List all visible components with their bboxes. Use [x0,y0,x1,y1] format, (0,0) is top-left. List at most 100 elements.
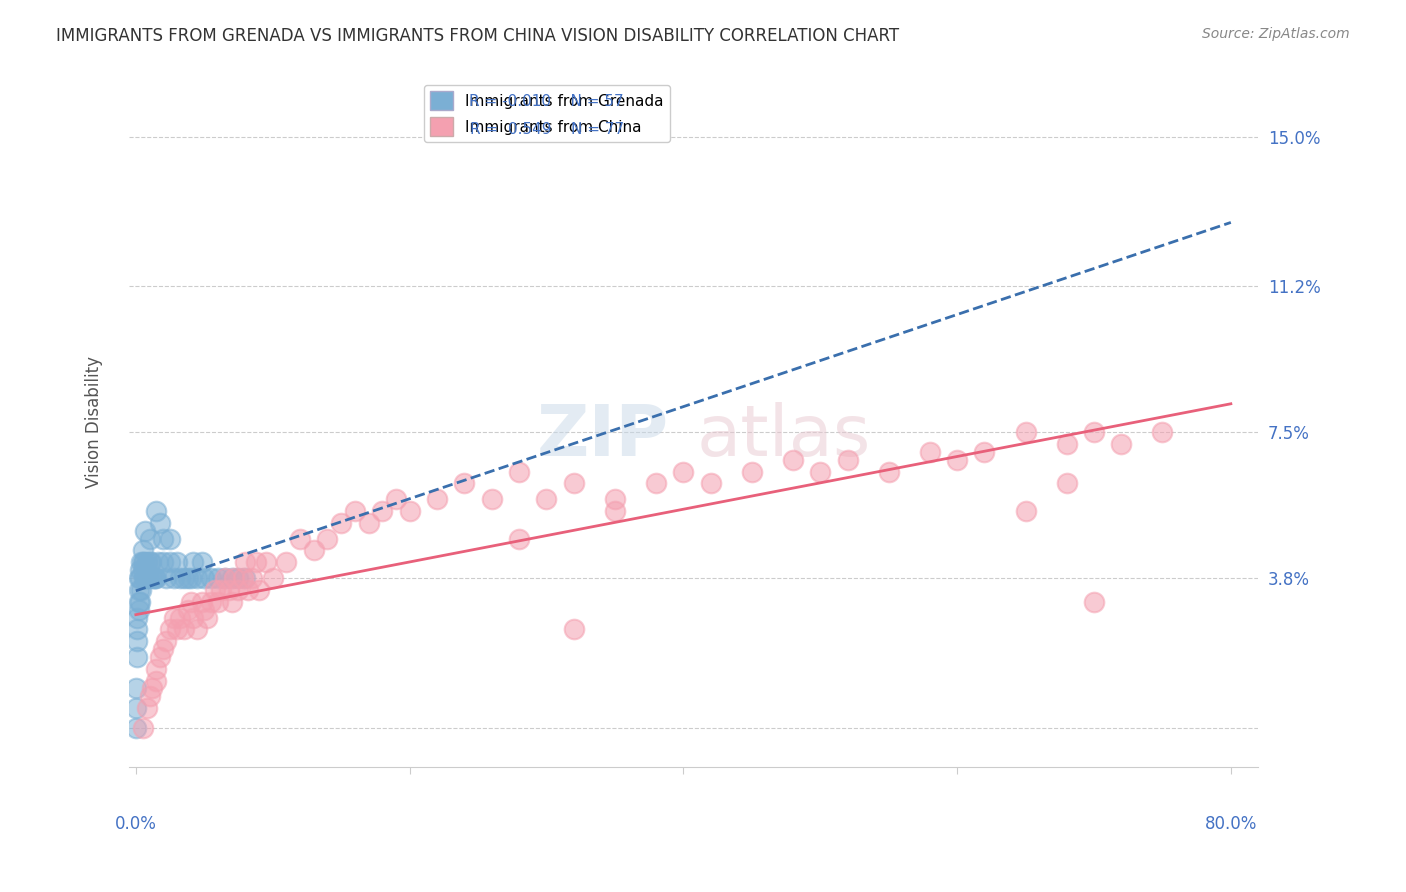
Point [426,492,449,507]
Point [1083,425,1105,440]
Point [645,476,668,491]
Point [453,476,475,491]
Point [330,516,353,530]
Point [173,623,195,637]
Point [132,571,155,585]
Point [173,571,195,585]
Point [131,555,153,569]
Point [145,673,167,688]
Point [183,610,205,624]
Text: R = -0.010    N = 57: R = -0.010 N = 57 [470,94,624,109]
Point [152,642,174,657]
Point [166,555,188,569]
Point [186,623,208,637]
Point [357,516,380,530]
Point [918,445,941,459]
Point [837,452,859,467]
Point [1056,437,1078,451]
Point [214,571,236,585]
Point [134,524,156,538]
Point [128,595,150,609]
Text: Source: ZipAtlas.com: Source: ZipAtlas.com [1202,27,1350,41]
Point [134,571,156,585]
Point [233,555,256,569]
Point [236,582,259,597]
Point [276,555,298,569]
Point [159,532,181,546]
Y-axis label: Vision Disability: Vision Disability [86,357,103,489]
Point [128,582,150,597]
Point [808,465,831,479]
Point [129,563,152,577]
Point [183,555,205,569]
Point [149,649,172,664]
Point [180,571,202,585]
Point [159,623,181,637]
Point [128,571,150,585]
Point [562,476,585,491]
Point [233,571,256,585]
Point [193,571,215,585]
Point [782,452,804,467]
Point [1056,476,1078,491]
Point [536,492,558,507]
Point [316,532,339,546]
Point [145,571,167,585]
Point [155,634,177,648]
Point [385,492,408,507]
Point [138,690,160,704]
Point [152,532,174,546]
Point [127,610,149,624]
Point [1111,437,1133,451]
Point [180,595,202,609]
Point [1014,425,1036,440]
Text: atlas: atlas [697,401,872,471]
Point [131,721,153,735]
Point [481,492,503,507]
Point [228,582,250,597]
Legend: Immigrants from Grenada, Immigrants from China: Immigrants from Grenada, Immigrants from… [423,85,669,142]
Point [398,504,420,518]
Point [200,571,222,585]
Point [145,504,167,518]
Point [207,595,229,609]
Point [166,623,188,637]
Point [127,634,149,648]
Point [508,532,530,546]
Point [221,595,243,609]
Point [371,504,394,518]
Point [163,610,186,624]
Point [200,595,222,609]
Point [177,602,200,616]
Point [127,649,149,664]
Point [136,571,159,585]
Point [127,623,149,637]
Point [288,532,311,546]
Point [1014,504,1036,518]
Point [204,582,226,597]
Text: 0.0%: 0.0% [115,814,157,832]
Point [146,555,169,569]
Point [125,681,148,696]
Point [177,571,200,585]
Point [209,582,232,597]
Point [221,571,243,585]
Point [741,465,763,479]
Point [125,721,148,735]
Text: IMMIGRANTS FROM GRENADA VS IMMIGRANTS FROM CHINA VISION DISABILITY CORRELATION C: IMMIGRANTS FROM GRENADA VS IMMIGRANTS FR… [56,27,900,45]
Point [149,516,172,530]
Point [195,610,218,624]
Point [135,555,157,569]
Point [131,563,153,577]
Point [131,555,153,569]
Point [224,571,246,585]
Point [603,492,626,507]
Point [302,543,325,558]
Point [240,571,263,585]
Point [138,532,160,546]
Point [562,623,585,637]
Point [132,555,155,569]
Point [877,465,900,479]
Text: R =  0.549    N = 77: R = 0.549 N = 77 [470,121,624,136]
Point [163,571,186,585]
